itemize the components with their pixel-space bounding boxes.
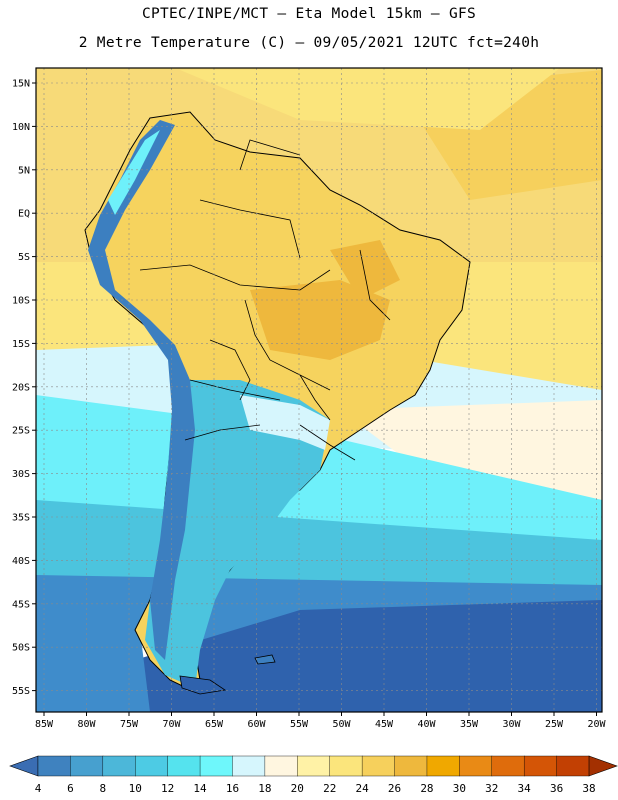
colorbar-swatch (264, 755, 298, 777)
colorbar-swatch (135, 755, 169, 777)
colorbar-arrow-right (588, 755, 618, 777)
lat-label: 20S (12, 382, 30, 393)
latitude-labels: 15N 10N 5N EQ 5S 10S 15S 20S 25S 30S 35S 40S 45S 50S 5… (12, 79, 36, 697)
colorbar-label: 36 (550, 782, 563, 795)
colorbar-label: 14 (193, 782, 207, 795)
andes-cordillera (88, 120, 195, 660)
colorbar-label: 18 (258, 782, 271, 795)
colorbar-swatch (523, 755, 558, 777)
colorbar-swatch (199, 755, 233, 777)
lat-label: 10S (12, 296, 30, 307)
lon-label: 65W (205, 719, 224, 730)
graticule (36, 68, 602, 712)
land-hot-core-2 (330, 240, 400, 300)
lon-label: 75W (120, 719, 139, 730)
colorbar-label: 16 (226, 782, 239, 795)
colorbar-swatch (70, 755, 104, 777)
lat-label: 35S (12, 513, 30, 524)
colorbar-label: 8 (100, 782, 107, 795)
colorbar-swatch (329, 755, 363, 777)
lat-label: 50S (12, 643, 30, 654)
colorbar-label: 26 (388, 782, 401, 795)
colorbar-label: 22 (323, 782, 336, 795)
andes-peak (108, 130, 160, 215)
lat-label: 25S (12, 426, 30, 437)
colorbar-label: 28 (420, 782, 433, 795)
colorbar-label: 34 (518, 782, 532, 795)
lat-label: 5N (18, 165, 30, 176)
colorbar-swatch (297, 755, 331, 777)
lat-label: EQ (18, 209, 30, 220)
lat-label: 45S (12, 599, 30, 610)
colorbar-label: 10 (129, 782, 142, 795)
title-line-1: CPTEC/INPE/MCT – Eta Model 15km – GFS (141, 6, 477, 22)
hot-patch-caribbean (180, 68, 560, 130)
lon-label: 30W (502, 719, 521, 730)
colorbar-label: 30 (453, 782, 466, 795)
band-cream (340, 400, 602, 500)
colorbar-label: 12 (161, 782, 174, 795)
band-cool-west (36, 630, 150, 712)
colorbar-swatch (491, 755, 525, 777)
lon-label: 60W (247, 719, 266, 730)
land-hot-core (250, 280, 390, 360)
lat-label: 15N (12, 79, 30, 90)
lon-label: 45W (375, 719, 394, 730)
map-frame (35, 67, 603, 713)
colorbar-label: 20 (291, 782, 304, 795)
colorbar-swatch (459, 755, 493, 777)
land-warm-south (240, 395, 330, 450)
lon-label: 85W (35, 719, 54, 730)
colorbar-swatch (361, 755, 396, 777)
continent (84, 111, 471, 695)
borders (139, 139, 391, 461)
lon-label: 25W (545, 719, 564, 730)
lon-label: 80W (77, 719, 96, 730)
colorbar-swatch (394, 755, 428, 777)
lat-label: 10N (12, 122, 30, 133)
lat-label: 55S (12, 686, 30, 697)
lon-label: 35W (460, 719, 479, 730)
lat-label: 40S (12, 556, 30, 567)
lon-label: 40W (417, 719, 436, 730)
lon-label: 55W (290, 719, 309, 730)
falkland-islands (254, 654, 276, 665)
lat-label: 15S (12, 339, 30, 350)
lat-label: 5S (18, 252, 30, 263)
colorbar-label: 4 (35, 782, 42, 795)
longitude-labels: 85W 80W 75W 70W 65W 60W 55W 50W 45W 40W 35W 30W 25W 2… (35, 712, 607, 730)
colorbar-swatch (102, 755, 136, 777)
colorbar-label: 32 (485, 782, 498, 795)
colorbar-swatch (37, 755, 71, 777)
colorbar-label: 24 (355, 782, 369, 795)
colorbar-swatch (556, 755, 590, 777)
lon-label: 70W (162, 719, 181, 730)
title-line-2: 2 Metre Temperature (C) – 09/05/2021 12U… (78, 35, 540, 51)
colorbar: 4 6 8 10 12 14 16 18 20 22 24 26 28 30 32 34 36 38 (9, 755, 618, 795)
colorbar-label: 38 (582, 782, 595, 795)
colorbar-arrow-left (9, 755, 39, 777)
lon-label: 20W (587, 719, 606, 730)
colorbar-swatch (232, 755, 266, 777)
lon-label: 50W (332, 719, 351, 730)
colorbar-label: 6 (67, 782, 74, 795)
colorbar-swatch (167, 755, 201, 777)
colorbar-swatch (426, 755, 460, 777)
lat-label: 30S (12, 469, 30, 480)
